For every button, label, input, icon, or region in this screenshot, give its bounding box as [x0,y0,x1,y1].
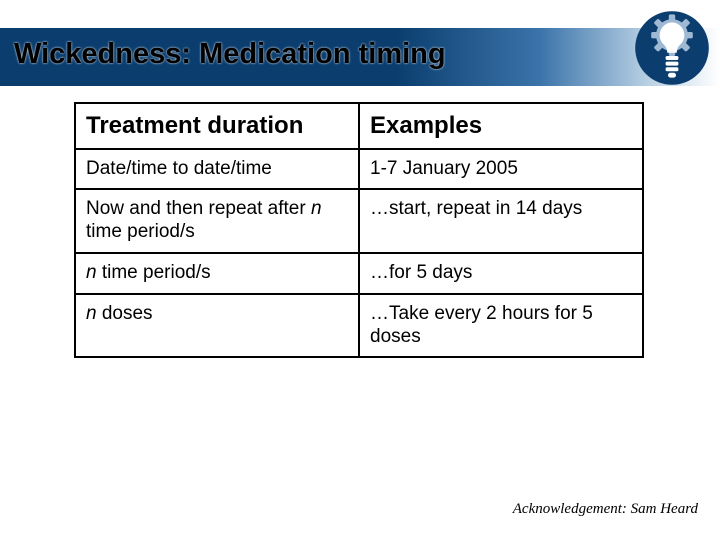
table-row: n doses …Take every 2 hours for 5 doses [75,294,643,358]
cell-r2c1: …for 5 days [359,253,643,294]
cell-r3c1: …Take every 2 hours for 5 doses [359,294,643,358]
table-row: n time period/s …for 5 days [75,253,643,294]
col-header-1: Examples [359,103,643,149]
cell-r1c1: …start, repeat in 14 days [359,189,643,253]
cell-r0c1: 1-7 January 2005 [359,149,643,190]
cell-r0c0: Date/time to date/time [75,149,359,190]
lightbulb-gear-icon [632,8,712,88]
cell-r2c0: n time period/s [75,253,359,294]
table-row: Date/time to date/time 1-7 January 2005 [75,149,643,190]
table-header-row: Treatment duration Examples [75,103,643,149]
cell-r1c0: Now and then repeat after n time period/… [75,189,359,253]
treatment-table: Treatment duration Examples Date/time to… [74,102,644,358]
acknowledgement-text: Acknowledgement: Sam Heard [513,501,698,518]
cell-r3c0: n doses [75,294,359,358]
slide-title: Wickedness: Medication timing [14,38,446,71]
col-header-0: Treatment duration [75,103,359,149]
table-row: Now and then repeat after n time period/… [75,189,643,253]
title-banner: Wickedness: Medication timing [0,28,720,86]
